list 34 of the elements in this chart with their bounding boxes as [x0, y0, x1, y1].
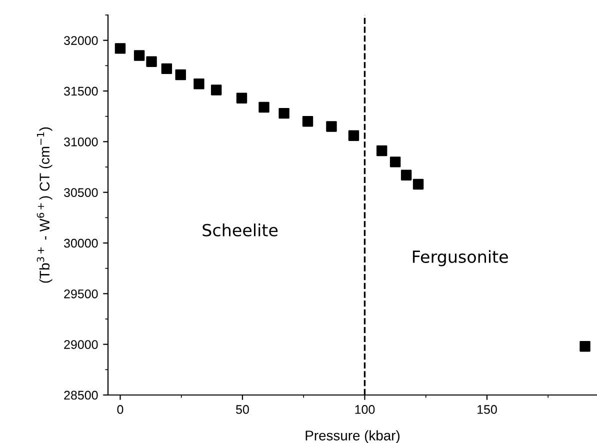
point: [580, 341, 590, 352]
annotation: Scheelite: [202, 224, 278, 236]
y-tick-label: 28500: [64, 390, 98, 400]
point: [390, 156, 401, 168]
point: [236, 92, 248, 104]
x-tick-label: 0: [117, 405, 124, 414]
annotation: Fergusonite: [412, 250, 508, 266]
x-tick-label: 150: [478, 405, 497, 414]
y-tick-label: 31000: [64, 137, 98, 146]
x-axis-title: Pressure (kbar): [306, 430, 400, 443]
y-tick-label: 30500: [64, 188, 98, 197]
point: [161, 63, 172, 74]
point: [175, 69, 186, 80]
y-axis-title: (Tb$^{3+}$ - W$^{6+}$) CT (cm$^{−1}$): [36, 127, 52, 283]
point: [278, 108, 290, 119]
point: [400, 170, 412, 180]
point: [114, 43, 126, 54]
point: [258, 102, 270, 113]
y-tick-label: 31500: [64, 86, 98, 96]
point: [194, 78, 204, 90]
point: [210, 84, 222, 96]
point: [146, 56, 157, 67]
point: [376, 145, 388, 156]
point: [134, 50, 145, 61]
y-tick-label: 29000: [64, 340, 98, 349]
y-tick-label: 32000: [64, 36, 98, 45]
point: [412, 178, 424, 190]
x-tick-label: 50: [236, 405, 249, 414]
y-tick-label: 30000: [64, 238, 98, 248]
point: [302, 116, 314, 127]
x-tick-label: 100: [355, 405, 375, 414]
point: [326, 121, 337, 132]
y-tick-label: 29500: [64, 289, 98, 298]
point: [348, 130, 360, 141]
